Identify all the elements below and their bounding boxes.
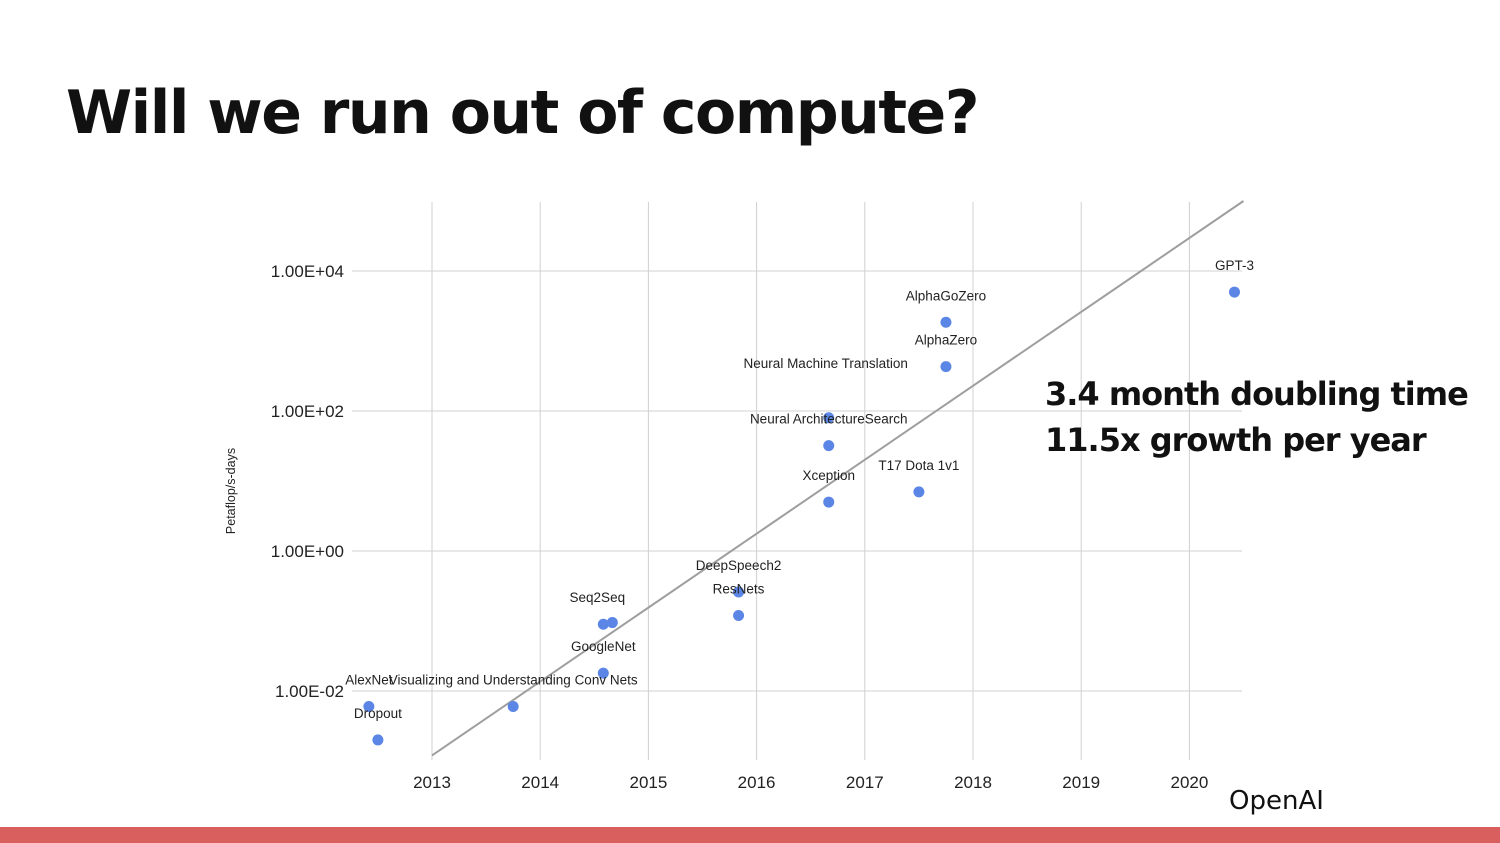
point-label-visualizing-and-understanding-conv-nets: Visualizing and Understanding Conv Nets <box>389 673 638 688</box>
x-tick-label-2016: 2016 <box>738 773 776 792</box>
point-label-googlenet: GoogleNet <box>571 639 636 654</box>
y-tick-label-1: 1.00E+00 <box>271 542 344 561</box>
x-tick-label-2019: 2019 <box>1062 773 1100 792</box>
trend-line-group <box>431 200 1245 757</box>
data-point-neural-architecturesearch <box>823 440 835 452</box>
point-label-gpt-3: GPT-3 <box>1215 258 1254 273</box>
data-point-dropout <box>372 734 384 746</box>
point-label-dropout: Dropout <box>354 706 402 721</box>
data-points <box>363 286 1240 746</box>
grid-lines <box>352 202 1242 760</box>
data-point-alphagozero <box>940 316 952 328</box>
axis-tick-labels: 2013 2014 2015 2016 2017 2018 2019 2020 1.00E-02… <box>271 262 1209 792</box>
point-label-neural-machine-translation: Neural Machine Translation <box>744 356 908 371</box>
y-tick-label-3: 1.00E+04 <box>271 262 344 281</box>
data-point-seq2seq <box>597 618 609 630</box>
data-point-xception <box>823 496 835 508</box>
bottom-accent-bar <box>0 827 1500 843</box>
y-tick-label-0: 1.00E-02 <box>275 682 344 701</box>
point-label-alphazero: AlphaZero <box>915 333 977 348</box>
x-tick-label-2018: 2018 <box>954 773 992 792</box>
slide-title: Will we run out of compute? <box>66 78 980 148</box>
point-label-alexnet: AlexNet <box>345 673 393 688</box>
data-point-4 <box>606 617 618 629</box>
point-label-neural-architecturesearch: Neural ArchitectureSearch <box>750 412 908 427</box>
data-point-googlenet <box>597 667 609 679</box>
point-label-alphagozero: AlphaGoZero <box>906 288 986 303</box>
point-labels: AlexNet Dropout Visualizing and Understand… <box>345 258 1254 721</box>
point-label-deepspeech2: DeepSpeech2 <box>696 558 782 573</box>
x-tick-label-2013: 2013 <box>413 773 451 792</box>
point-label-resnets: ResNets <box>713 581 765 596</box>
y-axis-title: Petaflop/s-days <box>224 448 238 534</box>
data-point-neural-machine-translation <box>823 412 835 424</box>
x-tick-label-2015: 2015 <box>629 773 667 792</box>
data-point-resnets <box>733 609 745 621</box>
point-label-seq2seq: Seq2Seq <box>570 590 626 605</box>
x-tick-label-2020: 2020 <box>1170 773 1208 792</box>
growth-rate-annotation: 11.5x growth per year <box>1045 421 1427 459</box>
x-tick-label-2014: 2014 <box>521 773 559 792</box>
data-point-t17-dota-1v1 <box>913 486 925 498</box>
point-label-t17-dota-1v1: T17 Dota 1v1 <box>878 458 959 473</box>
doubling-time-annotation: 3.4 month doubling time <box>1045 375 1469 413</box>
y-tick-label-2: 1.00E+02 <box>271 402 344 421</box>
openai-brand-label: OpenAI <box>1229 786 1324 816</box>
data-point-deepspeech2 <box>733 586 745 598</box>
point-label-xception: Xception <box>802 468 855 483</box>
trend-line <box>431 200 1245 757</box>
data-point-alphazero <box>940 361 952 373</box>
data-point-alexnet <box>363 701 375 713</box>
data-point-visualizing-and-understanding-conv-nets <box>507 701 519 713</box>
x-tick-label-2017: 2017 <box>846 773 884 792</box>
data-point-gpt-3 <box>1228 286 1240 298</box>
